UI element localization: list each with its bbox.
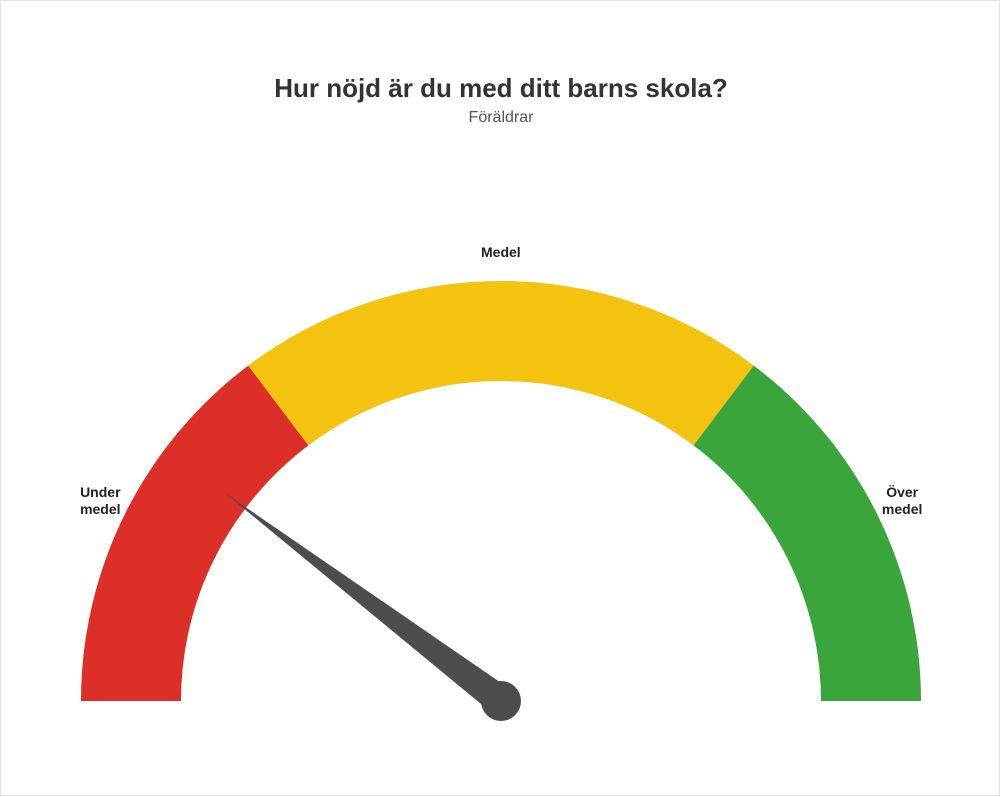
- gauge-segment-medel: [248, 281, 754, 445]
- gauge-label-under_medel: Under medel: [80, 484, 120, 519]
- chart-frame: Hur nöjd är du med ditt barns skola? För…: [0, 0, 1000, 796]
- gauge-segment-over_medel: [694, 366, 921, 701]
- gauge-label-over_medel: Över medel: [882, 484, 922, 519]
- gauge-needle: [225, 493, 510, 713]
- gauge-label-medel: Medel: [481, 244, 521, 262]
- chart-subtitle: Föräldrar: [1, 109, 1000, 127]
- chart-title: Hur nöjd är du med ditt barns skola?: [1, 73, 1000, 104]
- gauge-hub: [481, 681, 521, 721]
